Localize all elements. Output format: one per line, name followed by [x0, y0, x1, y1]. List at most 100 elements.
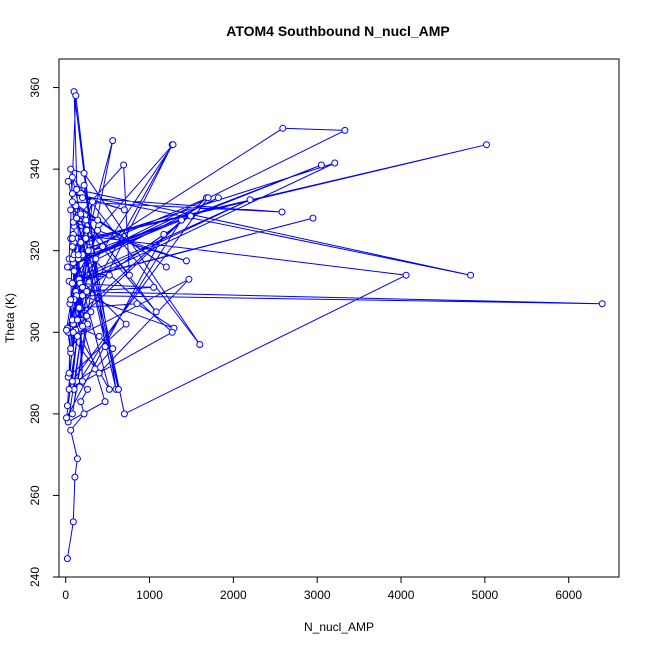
data-point: [177, 216, 185, 224]
data-point: [160, 230, 168, 238]
data-point: [120, 161, 128, 169]
data-point: [105, 385, 113, 393]
data-point: [68, 198, 76, 206]
data-point: [67, 206, 75, 214]
data-point: [109, 137, 117, 145]
data-point: [67, 426, 75, 434]
data-point: [94, 216, 102, 224]
data-point: [68, 377, 76, 385]
data-point: [169, 141, 177, 149]
data-point: [65, 385, 73, 393]
data-point: [185, 275, 193, 283]
x-axis-label: N_nucl_AMP: [304, 620, 374, 634]
data-point: [483, 141, 490, 149]
x-tick-label: 1000: [136, 588, 163, 602]
data-point: [80, 181, 88, 189]
data-point: [74, 251, 82, 259]
data-point: [72, 92, 80, 100]
data-point: [68, 235, 76, 242]
data-point: [82, 235, 90, 242]
data-point: [125, 271, 133, 279]
data-point: [82, 216, 90, 224]
data-point: [68, 279, 76, 287]
y-tick-label: 260: [28, 485, 42, 505]
y-tick-label: 280: [28, 404, 42, 424]
data-point: [67, 165, 75, 173]
y-axis: 240 260 280 300 320 340 360: [28, 77, 60, 587]
series-line: [66, 91, 603, 559]
data-point: [64, 177, 72, 185]
data-point: [79, 194, 86, 202]
data-point: [79, 377, 86, 385]
data-point: [598, 300, 606, 308]
data-point: [133, 300, 141, 308]
data-point: [70, 267, 78, 275]
data-point: [162, 263, 170, 271]
data-point: [63, 326, 70, 334]
y-tick-label: 300: [28, 322, 42, 342]
data-point: [95, 369, 103, 377]
data-point: [63, 555, 71, 563]
data-point: [69, 328, 77, 336]
data-point: [63, 414, 70, 422]
data-point: [68, 173, 76, 181]
data-point: [77, 398, 85, 406]
y-axis-label: Theta (K): [3, 293, 17, 343]
data-point: [467, 271, 475, 279]
data-point: [63, 263, 71, 271]
data-point: [68, 243, 76, 251]
data-point: [120, 410, 128, 418]
data-point: [152, 308, 160, 316]
data-point: [168, 328, 176, 336]
data-point: [317, 161, 325, 169]
data-point: [73, 316, 81, 324]
data-point: [91, 365, 99, 373]
data-point: [63, 402, 71, 410]
data-point: [187, 212, 195, 220]
data-point: [101, 343, 109, 351]
data-point: [67, 345, 75, 353]
data-point: [309, 214, 317, 222]
data-point: [120, 206, 128, 214]
x-tick-label: 4000: [388, 588, 415, 602]
data-point: [99, 243, 107, 251]
data-point: [83, 226, 91, 234]
plot-area: [58, 58, 620, 578]
data-point: [83, 312, 91, 320]
data-point: [246, 196, 254, 204]
x-axis: 0 1000 2000 3000 4000 5000 6000: [62, 576, 582, 602]
data-point: [83, 288, 91, 295]
data-point: [73, 186, 81, 193]
data-point: [71, 473, 79, 481]
data-point: [73, 214, 81, 222]
chart-title: ATOM4 Southbound N_nucl_AMP: [226, 23, 449, 39]
data-point: [196, 341, 204, 348]
data-point: [84, 385, 91, 393]
x-tick-label: 2000: [220, 588, 247, 602]
data-point: [79, 283, 86, 291]
data-point: [68, 190, 76, 198]
data-point: [87, 308, 95, 316]
data-point: [402, 271, 410, 279]
data-point: [204, 194, 212, 202]
data-point: [67, 296, 75, 304]
data-point: [279, 124, 287, 132]
data-point: [150, 283, 158, 291]
data-point: [73, 332, 81, 340]
series-layer: [63, 88, 606, 563]
x-tick-label: 3000: [304, 588, 331, 602]
data-point: [65, 369, 73, 377]
data-point: [80, 169, 88, 177]
data-point: [101, 398, 109, 406]
data-point: [115, 385, 122, 393]
data-point: [214, 194, 222, 202]
y-tick-label: 320: [28, 240, 42, 260]
data-point: [92, 255, 100, 263]
data-point: [68, 410, 76, 418]
data-point: [75, 304, 83, 312]
data-point: [89, 198, 96, 206]
x-tick-label: 6000: [555, 588, 582, 602]
data-point: [122, 320, 130, 328]
